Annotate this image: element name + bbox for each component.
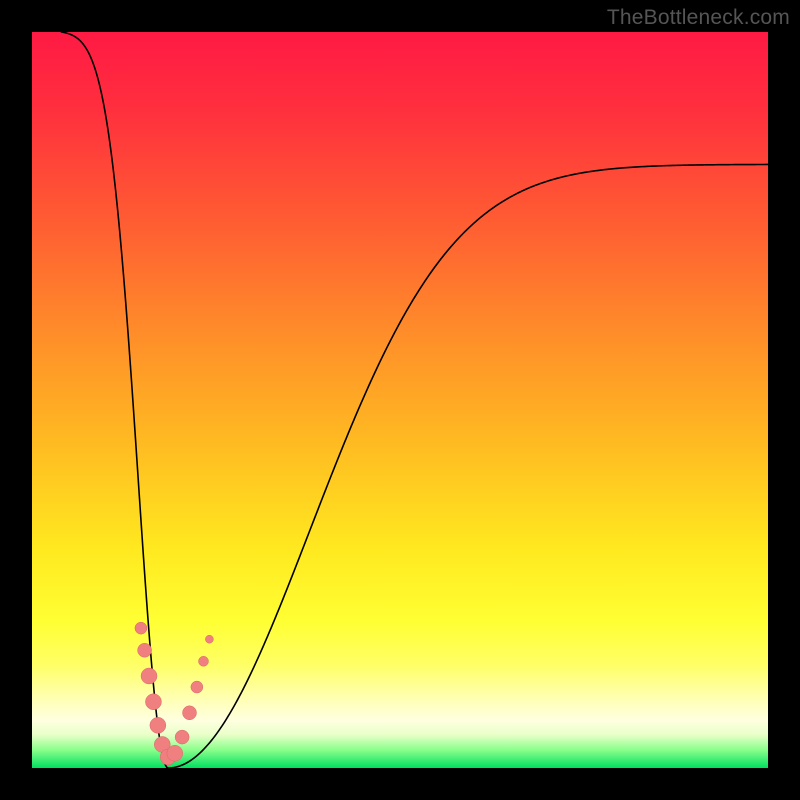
valley-marker <box>150 717 166 733</box>
valley-marker <box>205 635 213 643</box>
valley-marker <box>138 643 152 657</box>
valley-marker <box>198 656 208 666</box>
valley-marker <box>145 694 161 710</box>
watermark-text: TheBottleneck.com <box>607 6 790 30</box>
chart-container: TheBottleneck.com <box>0 0 800 800</box>
valley-marker <box>167 745 183 761</box>
valley-marker <box>183 706 197 720</box>
valley-marker <box>135 622 147 634</box>
valley-marker <box>141 668 157 684</box>
valley-marker <box>175 730 189 744</box>
plot-svg <box>0 0 800 800</box>
valley-marker <box>191 681 203 693</box>
plot-background <box>32 32 768 768</box>
